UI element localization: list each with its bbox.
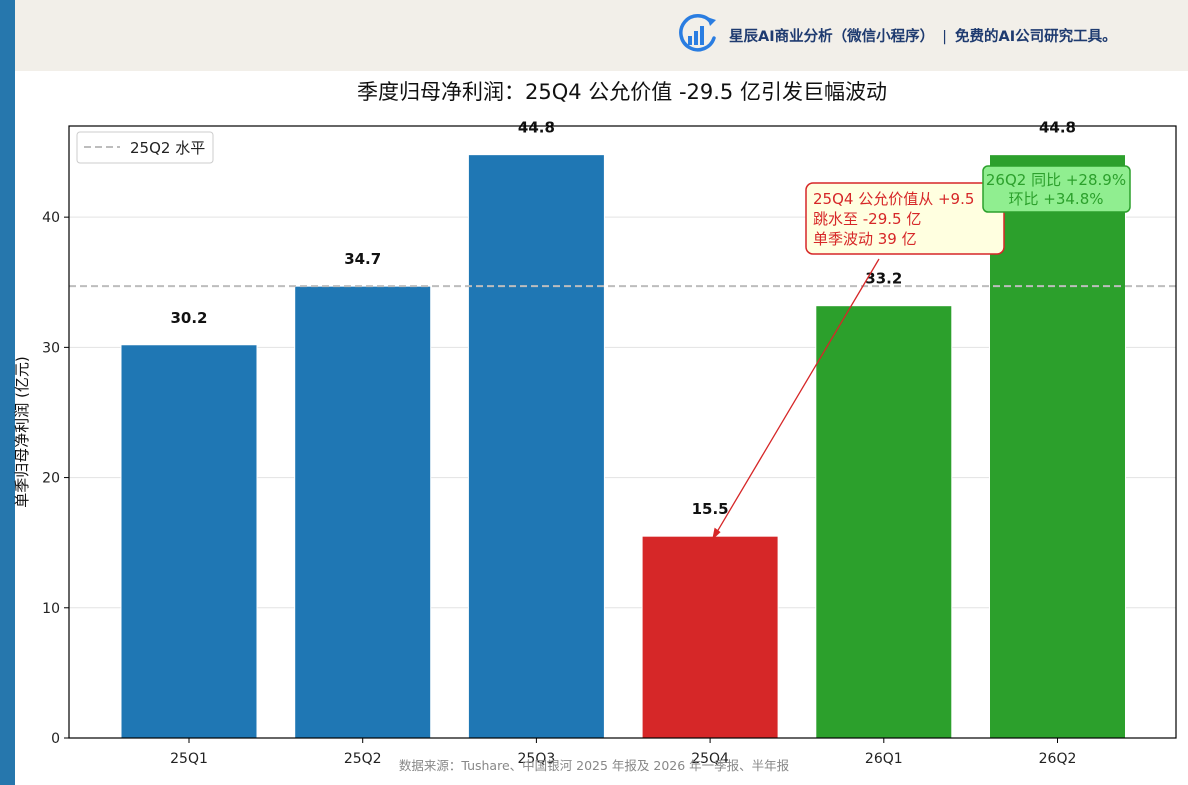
legend-box — [76, 131, 214, 164]
y-tick-label: 0 — [51, 731, 60, 747]
y-tick-label: 40 — [42, 210, 60, 226]
annotation-arrowhead — [712, 527, 721, 541]
bar-25Q2 — [294, 285, 432, 739]
header-separator: | — [942, 29, 948, 45]
brand-header: 星辰AI商业分析（微信小程序） | 免费的AI公司研究工具。 — [15, 0, 1188, 71]
bar-25Q4 — [641, 535, 779, 739]
bar-value-label: 44.8 — [518, 119, 555, 137]
annotation-line-25q4: 跳水至 -29.5 亿 — [813, 210, 921, 228]
bars: 30.2 34.7 44.8 15.5 33.2 44.8 — [120, 119, 1126, 739]
y-tick-label: 20 — [42, 471, 60, 487]
brand-name: 星辰AI商业分析（微信小程序） — [729, 29, 935, 45]
annotation-line-26q2: 26Q2 同比 +28.9% — [986, 171, 1126, 189]
x-tick-label: 25Q4 — [691, 751, 729, 767]
x-tick-label: 25Q1 — [170, 751, 208, 767]
chart-title: 季度归母净利润：25Q4 公允价值 -29.5 亿引发巨幅波动 — [357, 80, 887, 104]
x-tick-label: 26Q2 — [1039, 751, 1077, 767]
annotation-line-26q2: 环比 +34.8% — [1009, 190, 1104, 208]
bar-value-label: 33.2 — [865, 270, 902, 288]
brand-header-text: 星辰AI商业分析（微信小程序） | 免费的AI公司研究工具。 — [729, 26, 1117, 48]
x-tick-label: 25Q2 — [344, 751, 382, 767]
x-tick-label: 26Q1 — [865, 751, 903, 767]
x-tick-label: 25Q3 — [518, 751, 556, 767]
legend-label: 25Q2 水平 — [130, 139, 205, 157]
bar-chart-circle-icon — [679, 14, 716, 52]
source-note: 数据来源：Tushare、中国银河 2025 年报及 2026 年一季报、半年报 — [399, 758, 790, 773]
annotation-box-25q4 — [805, 182, 1005, 255]
annotation-line-25q4: 单季波动 39 亿 — [813, 230, 917, 248]
bar-value-label: 30.2 — [170, 309, 207, 327]
y-axis-title: 单季归母净利润 (亿元) — [13, 356, 31, 507]
brand-tagline: 免费的AI公司研究工具。 — [955, 29, 1117, 45]
bar-value-label: 34.7 — [344, 250, 381, 268]
annotation-line-25q4: 25Q4 公允价值从 +9.5 — [813, 190, 974, 208]
y-tick-label: 30 — [42, 340, 60, 356]
bar-25Q1 — [120, 344, 258, 739]
bar-26Q2 — [989, 154, 1126, 739]
plot-frame — [68, 125, 1177, 739]
annotation-box-26q2 — [982, 165, 1131, 213]
axes: 0 10 20 30 40 25Q1 25Q2 25Q3 25Q4 26Q1 26Q2 — [42, 125, 1177, 767]
bar-25Q3 — [467, 154, 605, 739]
bar-value-label: 44.8 — [1039, 119, 1076, 137]
y-tick-label: 10 — [42, 601, 60, 617]
legend: 25Q2 水平 — [76, 131, 214, 164]
bar-value-label: 15.5 — [692, 500, 729, 518]
annotation-arrow-line — [711, 258, 880, 541]
left-accent-stripe — [0, 0, 15, 785]
bar-26Q1 — [815, 305, 953, 739]
